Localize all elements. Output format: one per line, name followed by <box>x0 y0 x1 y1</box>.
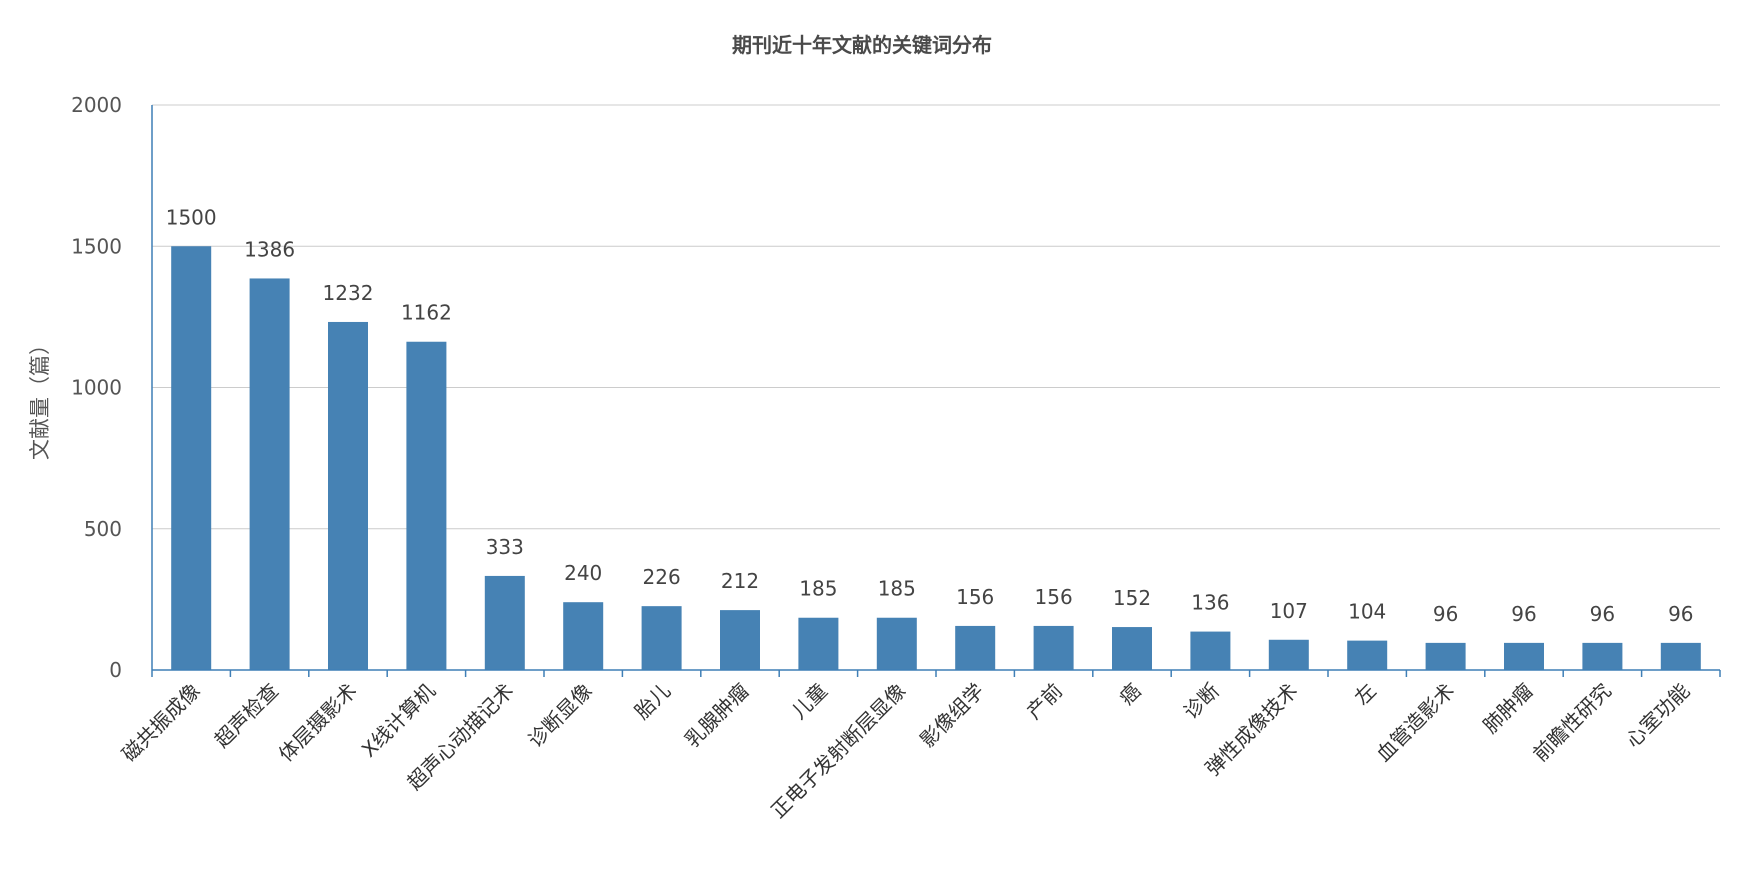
x-tick-label: 血管造影术 <box>1371 679 1459 767</box>
data-label: 240 <box>564 561 602 585</box>
y-tick-label: 500 <box>84 517 122 541</box>
data-label: 96 <box>1590 602 1615 626</box>
x-tick-label: 胎儿 <box>630 679 675 724</box>
x-tick-label: 乳腺肿瘤 <box>680 679 754 753</box>
bar <box>876 617 917 670</box>
x-tick-label: 诊断显像 <box>523 679 597 753</box>
x-tick-label: 正电子发射断层显像 <box>766 679 910 823</box>
bars <box>171 246 1701 670</box>
y-axis-label: 文献量（篇） <box>28 334 52 460</box>
bar <box>1347 640 1388 670</box>
x-tick-label: 前瞻性研究 <box>1528 679 1616 767</box>
data-label: 185 <box>878 577 916 601</box>
bar <box>171 246 212 670</box>
bar <box>249 278 290 670</box>
bar <box>1660 642 1701 670</box>
bar <box>720 610 760 670</box>
bar <box>641 606 682 670</box>
x-tick-label: 磁共振成像 <box>117 679 205 767</box>
bar <box>1504 642 1544 670</box>
y-tick-label: 2000 <box>71 93 122 117</box>
bar <box>1425 642 1466 670</box>
bar <box>406 341 447 670</box>
x-tick-label: 癌 <box>1114 679 1145 710</box>
data-label: 185 <box>799 577 837 601</box>
bar <box>798 617 839 670</box>
bar <box>1112 627 1152 670</box>
x-tick-label: 儿童 <box>787 679 832 724</box>
bar <box>563 602 604 670</box>
x-tick-label: 心室功能 <box>1621 679 1695 753</box>
y-tick-label: 1500 <box>71 234 122 258</box>
data-label: 1162 <box>401 301 452 325</box>
x-tick-label: 左 <box>1350 679 1381 710</box>
x-tick-label: 肺肿瘤 <box>1478 679 1537 738</box>
data-label: 212 <box>721 569 759 593</box>
y-axis-ticks: 0 500 1000 1500 2000 <box>71 93 122 682</box>
y-tick-label: 1000 <box>71 376 122 400</box>
bar <box>1268 639 1309 670</box>
x-tick-label: 超声检查 <box>210 679 284 753</box>
data-label: 226 <box>643 565 681 589</box>
bar <box>955 625 996 670</box>
data-label: 152 <box>1113 586 1151 610</box>
data-label: 156 <box>1035 585 1073 609</box>
x-tick-label: X线计算机 <box>357 679 440 762</box>
data-label: 107 <box>1270 599 1308 623</box>
data-label: 156 <box>956 585 994 609</box>
x-tick-label: 影像组学 <box>915 679 989 753</box>
data-label: 136 <box>1191 591 1229 615</box>
data-labels: 1500 1386 1232 1162 333 240 226 212 185 185 156 156… <box>166 205 1694 626</box>
data-label: 104 <box>1348 600 1386 624</box>
bar <box>328 321 368 670</box>
gridlines <box>152 104 1720 530</box>
chart-title: 期刊近十年文献的关键词分布 <box>732 33 992 57</box>
data-label: 1386 <box>244 237 295 261</box>
y-tick-label: 0 <box>109 658 122 682</box>
data-label: 333 <box>486 535 524 559</box>
x-tick-label: 产前 <box>1022 679 1067 724</box>
bar <box>484 575 525 670</box>
data-label: 96 <box>1668 602 1693 626</box>
x-tick-label: 诊断 <box>1179 679 1224 724</box>
data-label: 96 <box>1511 602 1536 626</box>
x-tick-label: 体层摄影术 <box>274 679 362 767</box>
data-label: 1500 <box>166 205 217 229</box>
bar <box>1033 625 1074 670</box>
bar <box>1582 642 1623 670</box>
data-label: 1232 <box>323 281 374 305</box>
data-label: 96 <box>1433 602 1458 626</box>
bar <box>1190 631 1231 670</box>
